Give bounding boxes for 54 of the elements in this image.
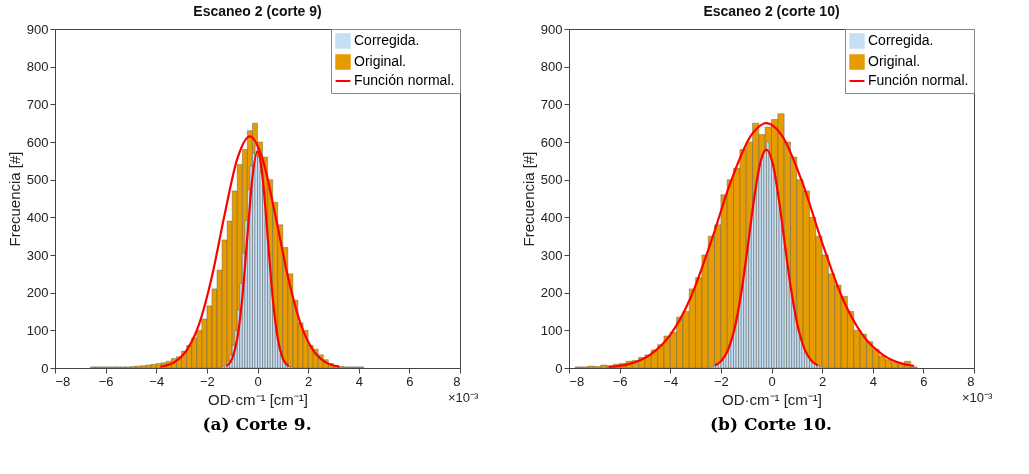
y-axis-title: Frecuencia [#] bbox=[5, 151, 23, 247]
y-tick-label: 700 bbox=[540, 96, 562, 112]
text: ×10⁻³ bbox=[447, 390, 479, 405]
y-tick-label: 400 bbox=[26, 209, 48, 225]
x-tick-label: 6 bbox=[405, 373, 413, 389]
legend-label: Corregida. bbox=[353, 32, 419, 48]
y-tick-label: 600 bbox=[540, 134, 562, 150]
y-tick-label: 200 bbox=[540, 285, 562, 301]
chart-title: Escaneo 2 (corte 9) bbox=[192, 3, 322, 19]
x-tick-label: 8 bbox=[452, 373, 460, 389]
x-tick-label: −4 bbox=[148, 373, 164, 389]
x-axis-title: OD·cm⁻¹ [cm⁻¹] bbox=[207, 390, 308, 408]
x-tick-label: −6 bbox=[612, 373, 628, 389]
legend-label: Original. bbox=[867, 53, 920, 69]
y-tick-label: 400 bbox=[540, 209, 562, 225]
x-tick-label: −2 bbox=[199, 373, 215, 389]
x-tick-label: 2 bbox=[818, 373, 826, 389]
y-tick-label: 700 bbox=[26, 96, 48, 112]
x-tick-label: −6 bbox=[98, 373, 114, 389]
x-tick-label: 6 bbox=[919, 373, 927, 389]
legend-label: Función normal. bbox=[353, 72, 454, 88]
y-tick-label: 300 bbox=[26, 247, 48, 263]
text: ×10⁻³ bbox=[961, 390, 993, 405]
y-tick-label: 100 bbox=[540, 322, 562, 338]
y-tick-label: 800 bbox=[540, 59, 562, 75]
y-tick-label: 0 bbox=[40, 360, 48, 376]
x-tick-label: −4 bbox=[662, 373, 678, 389]
x-tick-label: 4 bbox=[355, 373, 363, 389]
legend-label: Original. bbox=[353, 53, 406, 69]
text: (b) Corte 10. bbox=[710, 414, 832, 434]
y-tick-label: 900 bbox=[540, 21, 562, 37]
x-tick-label: −8 bbox=[55, 373, 70, 389]
x-tick-label: 2 bbox=[304, 373, 312, 389]
y-tick-label: 600 bbox=[26, 134, 48, 150]
y-tick-label: 300 bbox=[540, 247, 562, 263]
x-tick-label: 4 bbox=[869, 373, 877, 389]
y-tick-label: 800 bbox=[26, 59, 48, 75]
y-axis-title: Frecuencia [#] bbox=[519, 151, 537, 247]
y-tick-label: 200 bbox=[26, 285, 48, 301]
y-tick-label: 500 bbox=[540, 172, 562, 188]
x-tick-label: −8 bbox=[569, 373, 584, 389]
y-tick-label: 500 bbox=[26, 172, 48, 188]
x-tick-label: −2 bbox=[713, 373, 729, 389]
text: (a) Corte 9. bbox=[202, 414, 312, 434]
x-tick-label: 8 bbox=[966, 373, 974, 389]
y-tick-label: 0 bbox=[554, 360, 562, 376]
y-tick-label: 900 bbox=[26, 21, 48, 37]
x-axis-title: OD·cm⁻¹ [cm⁻¹] bbox=[721, 390, 822, 408]
y-tick-label: 100 bbox=[26, 322, 48, 338]
chart-title: Escaneo 2 (corte 10) bbox=[702, 3, 840, 19]
x-tick-label: 0 bbox=[253, 373, 262, 389]
legend-label: Función normal. bbox=[867, 72, 968, 88]
x-tick-label: 0 bbox=[767, 373, 776, 389]
legend-label: Corregida. bbox=[867, 32, 933, 48]
